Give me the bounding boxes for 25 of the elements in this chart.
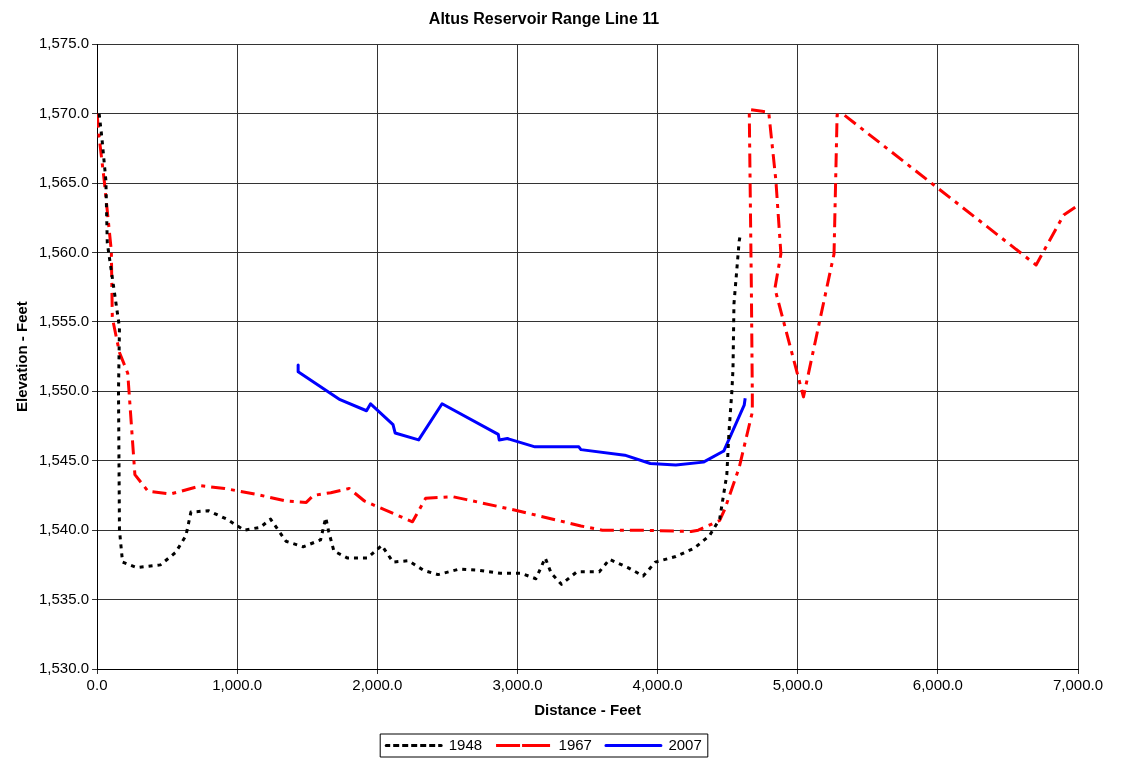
y-axis-title: Elevation - Feet (13, 301, 31, 413)
y-tick-label: 1,560.0 (39, 242, 90, 260)
y-tick-label: 1,575.0 (39, 34, 90, 52)
x-tick-label: 6,000.0 (912, 676, 963, 694)
x-tick-label: 1,000.0 (212, 676, 263, 694)
x-tick-label: 7,000.0 (1052, 676, 1104, 694)
y-tick-label: 1,530.0 (39, 659, 90, 677)
y-tick-label: 1,545.0 (39, 450, 90, 468)
legend-label: 2007 (668, 735, 702, 753)
y-tick-label: 1,570.0 (39, 103, 90, 121)
y-tick-label: 1,540.0 (39, 520, 90, 538)
x-tick-label: 2,000.0 (352, 676, 403, 694)
chart-title: Altus Reservoir Range Line 11 (428, 10, 660, 28)
x-tick-label: 4,000.0 (632, 676, 683, 694)
line-series (97, 112, 742, 586)
x-axis-title: Distance - Feet (534, 701, 641, 719)
x-tick-label: 0.0 (86, 676, 108, 694)
x-tick-label: 3,000.0 (492, 676, 543, 694)
y-tick-label: 1,535.0 (39, 589, 90, 607)
y-tick-label: 1,565.0 (39, 173, 90, 191)
x-tick-label: 5,000.0 (772, 676, 823, 694)
y-tick-label: 1,550.0 (39, 381, 90, 399)
legend-label: 1948 (448, 735, 483, 753)
legend-label: 1967 (558, 735, 592, 753)
y-tick-label: 1,555.0 (39, 312, 90, 330)
